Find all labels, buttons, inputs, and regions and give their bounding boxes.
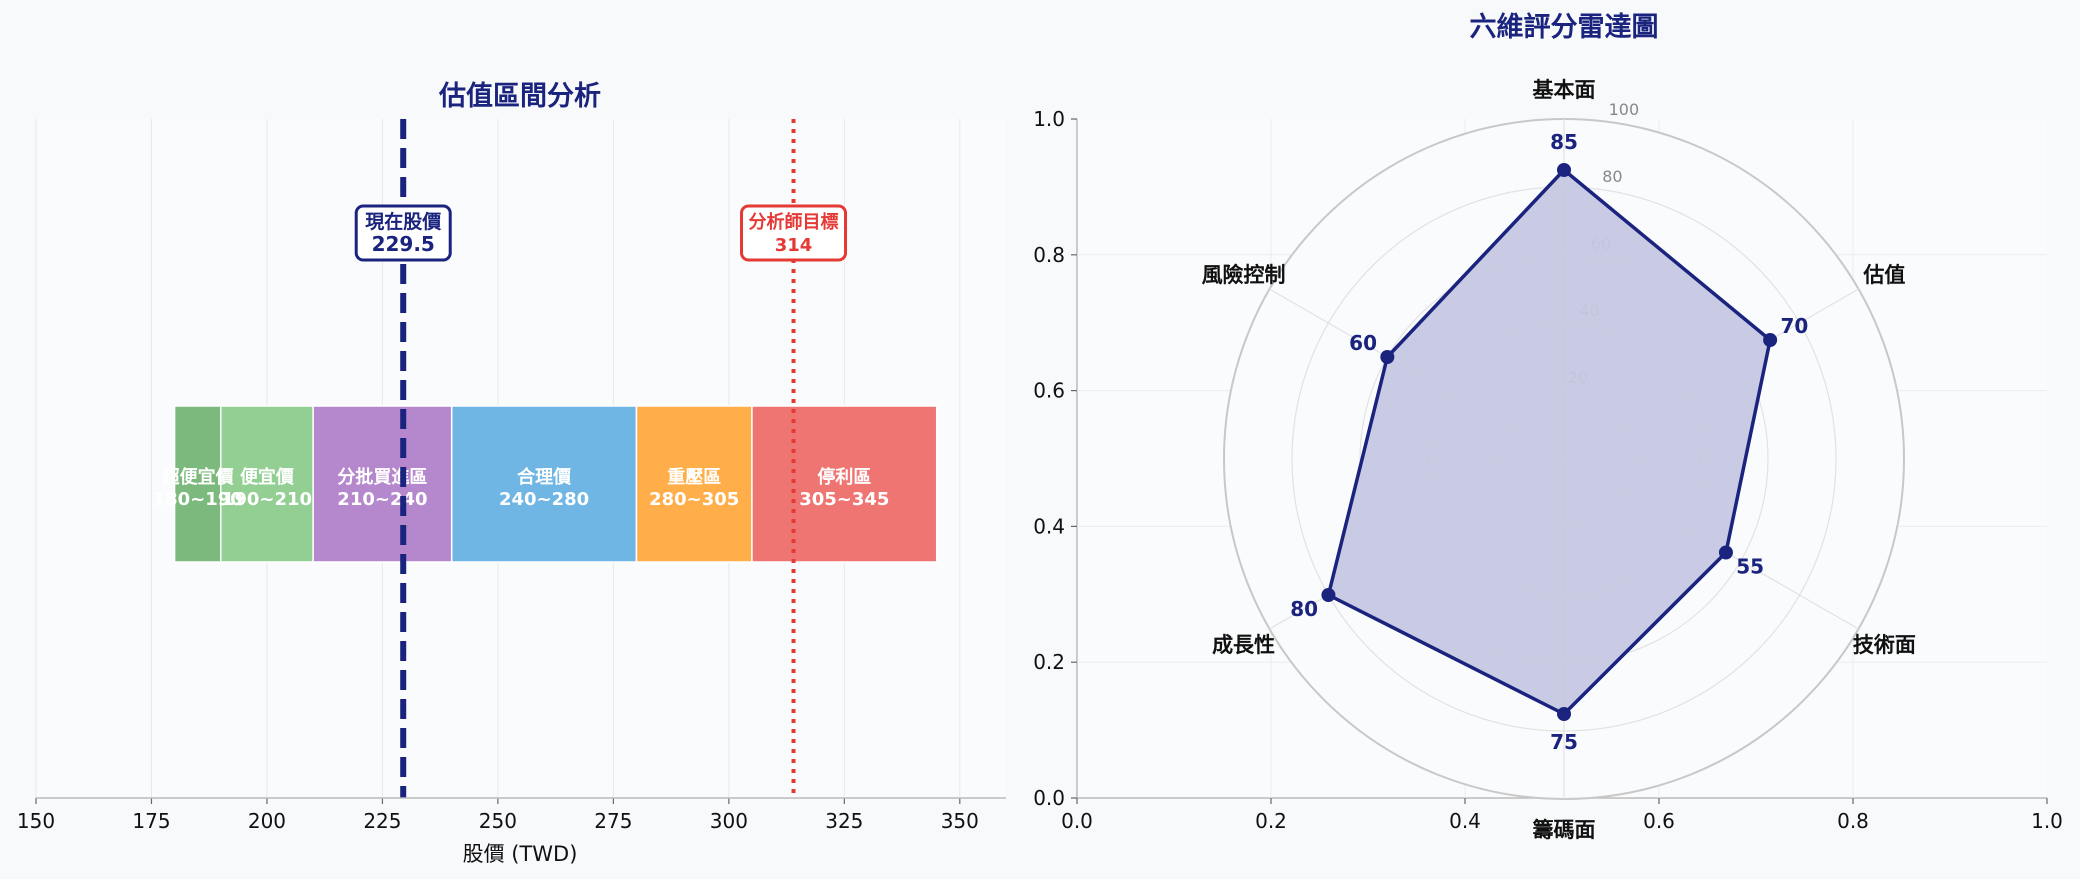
radar-value-label: 80 — [1290, 597, 1318, 621]
radar-axis-label: 籌碼面 — [1533, 818, 1596, 842]
valuation-zone-bar — [751, 405, 938, 563]
valuation-x-tick-label: 225 — [363, 809, 401, 833]
radar-ring-label: 80 — [1602, 167, 1622, 186]
current-price-callout — [354, 204, 452, 262]
radar-value-label: 70 — [1780, 314, 1808, 338]
radar-axis-label: 基本面 — [1533, 78, 1596, 102]
radar-frame-x-tick-label: 0.0 — [1061, 809, 1093, 833]
valuation-zone-range-label: 305~345 — [799, 489, 889, 510]
valuation-zone-bar — [635, 405, 753, 563]
valuation-zone-label: 重壓區 — [667, 466, 721, 488]
valuation-x-tick-label: 325 — [825, 809, 863, 833]
analyst-target-name: 分析師目標 — [749, 211, 839, 233]
radar-ring-label: 100 — [1609, 100, 1640, 119]
current-price-name: 現在股價 — [365, 210, 442, 233]
valuation-x-tick-label: 150 — [17, 809, 55, 833]
radar-axis-label: 估值 — [1862, 263, 1905, 287]
radar-frame-y-tick-label: 0.2 — [1033, 650, 1065, 674]
radar-point — [1557, 707, 1571, 721]
valuation-zone-bar — [312, 405, 453, 563]
radar-point — [1321, 588, 1336, 602]
valuation-zone-label: 停利區 — [817, 466, 871, 488]
valuation-zone-bar — [450, 405, 638, 563]
valuation-x-tick-label: 250 — [479, 809, 517, 833]
radar-value-label: 85 — [1550, 130, 1578, 154]
radar-frame-x-tick-label: 0.4 — [1449, 809, 1481, 833]
valuation-x-ticks: 150 175 200 225 250 275 300 325 350 — [17, 798, 979, 833]
analyst-target-callout — [740, 204, 848, 262]
valuation-zone-range-label: 280~305 — [649, 489, 739, 510]
valuation-zone-range-label: 210~240 — [337, 489, 427, 510]
radar-frame-x-tick-label: 0.8 — [1837, 809, 1869, 833]
analyst-target-value: 314 — [775, 235, 813, 256]
valuation-x-tick-label: 350 — [941, 809, 979, 833]
radar-point — [1557, 163, 1571, 177]
valuation-zone-label: 超便宜價 — [162, 466, 235, 488]
radar-frame-y-tick-label: 1.0 — [1033, 107, 1065, 131]
radar-chart-title: 六維評分雷達圖 — [1470, 11, 1659, 43]
valuation-zone-label: 分批買進區 — [337, 466, 427, 488]
valuation-zone-range-label: 190~210 — [222, 489, 312, 510]
valuation-zone-bar — [220, 405, 314, 563]
radar-plot: 20406080100857055758060基本面估值技術面籌碼面成長性風險控… — [1202, 78, 1916, 842]
valuation-zone-label: 便宜價 — [240, 466, 295, 488]
valuation-x-tick-label: 300 — [710, 809, 748, 833]
valuation-x-tick-label: 175 — [132, 809, 170, 833]
radar-frame-x-tick-label: 0.6 — [1643, 809, 1675, 833]
radar-frame-y-tick-label: 0.6 — [1033, 379, 1065, 403]
radar-frame-x-tick-label: 0.2 — [1255, 809, 1287, 833]
radar-frame-x-tick-label: 1.0 — [2031, 809, 2063, 833]
radar-axis-label: 成長性 — [1212, 633, 1275, 657]
radar-frame-y-tick-label: 0.8 — [1033, 243, 1065, 267]
radar-axis-label: 風險控制 — [1202, 263, 1286, 287]
radar-frame-y-tick-label: 0.4 — [1033, 514, 1065, 538]
valuation-x-axis-label: 股價 (TWD) — [463, 842, 578, 866]
radar-value-label: 75 — [1550, 730, 1578, 754]
valuation-zone-range-label: 240~280 — [499, 489, 589, 510]
valuation-zone-bar — [173, 405, 222, 563]
valuation-zone-label: 合理價 — [517, 466, 572, 488]
radar-point — [1718, 545, 1733, 560]
radar-value-label: 60 — [1349, 331, 1377, 355]
radar-point — [1380, 350, 1395, 364]
valuation-chart-title: 估值區間分析 — [438, 81, 601, 112]
current-price-value: 229.5 — [372, 232, 435, 256]
valuation-x-tick-label: 275 — [594, 809, 632, 833]
radar-frame-y-tick-label: 0.0 — [1033, 786, 1065, 810]
valuation-x-tick-label: 200 — [248, 809, 286, 833]
radar-chart: 六維評分雷達圖 0.0 0.2 0.4 0.6 0.8 1.0 0.0 0.2 0.4 0.6 0.… — [1033, 11, 2063, 842]
radar-point — [1763, 333, 1778, 347]
radar-value-label: 55 — [1736, 555, 1764, 579]
valuation-zone-range-label: 180~190 — [153, 489, 243, 510]
radar-axis-label: 技術面 — [1853, 633, 1916, 657]
